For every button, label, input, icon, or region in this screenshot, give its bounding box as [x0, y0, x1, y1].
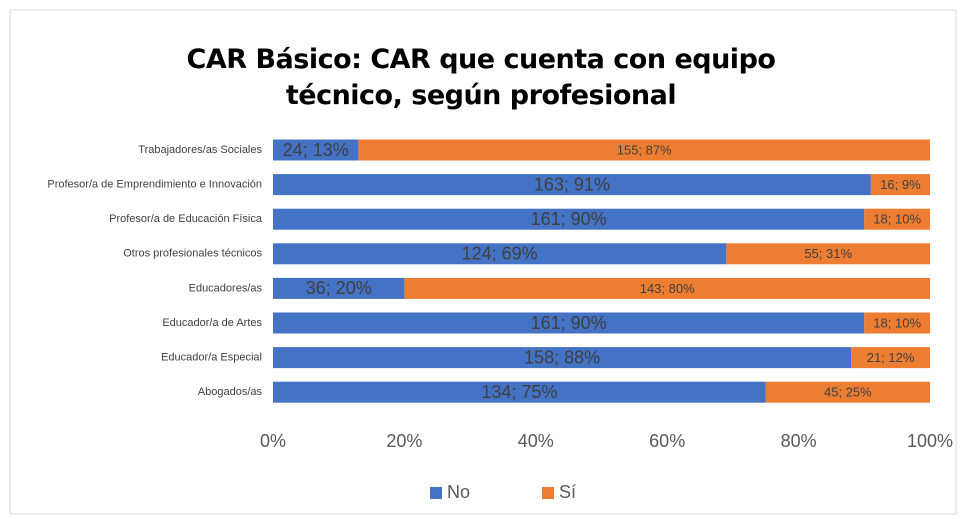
- x-tick-label: 40%: [518, 431, 554, 451]
- data-label: 24; 13%: [283, 140, 349, 160]
- bar-segment: [851, 347, 930, 369]
- y-tick-label: Educadores/as: [189, 282, 263, 294]
- bar-segment: [273, 347, 852, 369]
- legend-swatch: [542, 487, 554, 499]
- bar-segment: [273, 208, 865, 230]
- y-tick-label: Abogados/as: [198, 386, 263, 398]
- x-tick-label: 80%: [781, 431, 817, 451]
- data-label: 16; 9%: [880, 177, 921, 192]
- data-label: 36; 20%: [306, 278, 372, 298]
- bar-segment: [870, 174, 930, 196]
- data-label: 143; 80%: [640, 281, 695, 296]
- data-label: 155; 87%: [617, 142, 672, 157]
- legend-label: No: [447, 482, 470, 502]
- y-tick-label: Profesor/a de Educación Física: [109, 213, 263, 225]
- data-label: 18; 10%: [873, 212, 921, 227]
- bar-segment: [273, 277, 405, 299]
- bar-segment: [404, 277, 930, 299]
- data-label: 134; 75%: [481, 382, 557, 402]
- x-tick-label: 20%: [386, 431, 422, 451]
- y-tick-label: Otros profesionales técnicos: [123, 248, 262, 260]
- y-tick-label: Educador/a Especial: [161, 352, 262, 364]
- x-tick-label: 60%: [649, 431, 685, 451]
- data-label: 124; 69%: [462, 244, 538, 264]
- legend-swatch: [430, 487, 442, 499]
- y-tick-label: Profesor/a de Emprendimiento e Innovació…: [47, 179, 262, 191]
- bar-segment: [273, 381, 766, 403]
- data-label: 18; 10%: [873, 315, 921, 330]
- y-tick-label: Trabajadores/as Sociales: [138, 144, 262, 156]
- data-label: 55; 31%: [804, 246, 852, 261]
- bar-segment: [864, 208, 930, 230]
- x-tick-label: 100%: [907, 431, 953, 451]
- y-tick-label: Educador/a de Artes: [162, 317, 262, 329]
- data-label: 161; 90%: [531, 209, 607, 229]
- chart-title: CAR Básico: CAR que cuenta con equipo té…: [186, 44, 776, 111]
- bar-segment: [273, 139, 359, 161]
- data-label: 161; 90%: [531, 313, 607, 333]
- bar-segment: [273, 243, 727, 265]
- bar-segment: [273, 312, 865, 334]
- x-tick-label: 0%: [260, 431, 286, 451]
- data-label: 45; 25%: [824, 385, 872, 400]
- data-label: 163; 91%: [534, 174, 610, 194]
- data-label: 158; 88%: [524, 347, 600, 367]
- legend-label: Sí: [559, 482, 576, 502]
- data-label: 21; 12%: [867, 350, 915, 365]
- bar-segment: [765, 381, 930, 403]
- bar-segment: [864, 312, 930, 334]
- bar-segment: [726, 243, 930, 265]
- bar-segment: [358, 139, 930, 161]
- bar-segment: [273, 174, 871, 196]
